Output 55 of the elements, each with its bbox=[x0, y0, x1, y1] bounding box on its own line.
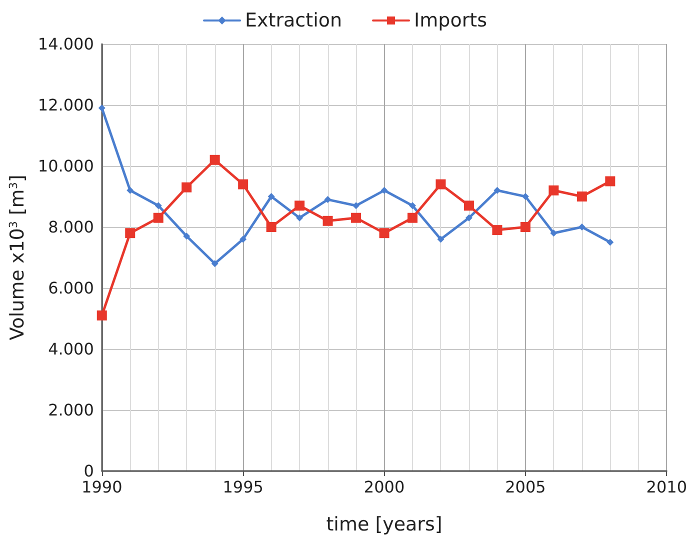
point bbox=[240, 236, 247, 243]
x-tick-label: 2005 bbox=[505, 478, 546, 496]
point bbox=[153, 212, 164, 223]
y-tick-label: 10.000 bbox=[38, 156, 94, 176]
y-tick-label: 12.000 bbox=[38, 96, 94, 114]
point bbox=[352, 202, 360, 210]
y-axis-title: Volume x103 [m3] bbox=[6, 174, 28, 340]
point bbox=[409, 202, 416, 210]
point bbox=[380, 186, 388, 194]
point bbox=[492, 225, 502, 236]
point bbox=[211, 260, 218, 268]
point bbox=[494, 186, 501, 194]
point bbox=[576, 192, 587, 202]
point bbox=[322, 216, 333, 226]
point bbox=[522, 193, 529, 200]
point bbox=[238, 179, 248, 190]
point bbox=[436, 179, 446, 190]
point bbox=[294, 200, 305, 211]
y-tick-label: 4.000 bbox=[48, 340, 94, 358]
point bbox=[550, 230, 558, 237]
x-tick-label: 2000 bbox=[364, 478, 405, 496]
point bbox=[465, 214, 472, 222]
point bbox=[324, 196, 332, 204]
point bbox=[578, 224, 586, 230]
point bbox=[182, 182, 192, 192]
point bbox=[379, 228, 390, 238]
x-tick-label: 1990 bbox=[82, 478, 122, 496]
point bbox=[154, 202, 162, 210]
legend-label: Extraction bbox=[245, 10, 342, 32]
point bbox=[183, 232, 190, 240]
point bbox=[464, 200, 474, 211]
y-tick-label: 0 bbox=[84, 462, 94, 480]
point bbox=[605, 176, 616, 186]
point bbox=[266, 222, 276, 232]
y-tick-label: 6.000 bbox=[48, 278, 94, 298]
x-axis-title: time [years] bbox=[326, 514, 442, 536]
point bbox=[98, 104, 106, 112]
x-tick-label: 1995 bbox=[222, 478, 264, 496]
point bbox=[351, 212, 362, 223]
point bbox=[268, 193, 275, 200]
point bbox=[408, 212, 418, 223]
point bbox=[126, 186, 134, 194]
legend-label: Imports bbox=[414, 10, 487, 32]
point bbox=[548, 185, 559, 196]
point bbox=[437, 236, 444, 243]
point bbox=[606, 238, 614, 246]
y-tick-label: 2.000 bbox=[48, 400, 94, 420]
point bbox=[520, 222, 530, 232]
x-tick-label: 2010 bbox=[646, 478, 687, 496]
y-tick-label: 14.000 bbox=[38, 34, 94, 54]
point bbox=[96, 310, 107, 320]
y-tick-label: 8.000 bbox=[48, 218, 94, 236]
point bbox=[210, 154, 220, 165]
point bbox=[296, 214, 304, 222]
point bbox=[125, 228, 136, 238]
